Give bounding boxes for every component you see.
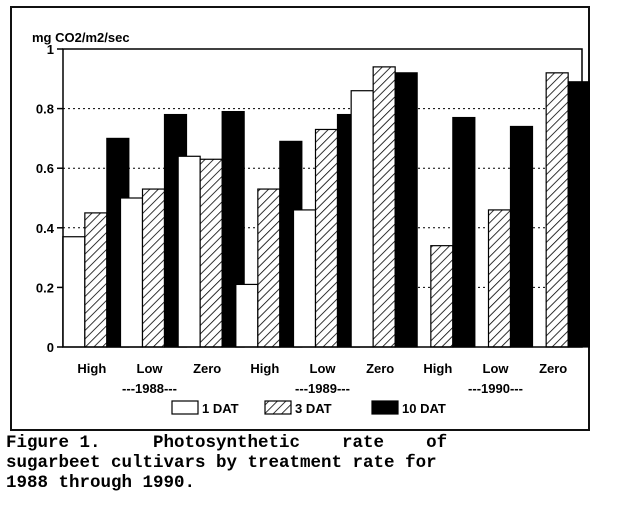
x-category-label: Zero xyxy=(366,361,394,376)
legend-swatch xyxy=(371,400,399,415)
bar-10-dat xyxy=(394,72,418,348)
bar-3-dat xyxy=(487,209,512,348)
bar-1-dat xyxy=(235,283,259,348)
x-category-label: Low xyxy=(483,361,510,376)
year-group-label: ---1990--- xyxy=(468,381,523,396)
y-tick-label: 0.6 xyxy=(36,161,54,176)
bar-3-dat xyxy=(199,158,223,348)
legend-swatch xyxy=(264,400,292,415)
legend-label: 1 DAT xyxy=(202,401,239,416)
figure-caption: Figure 1. Photosynthetic rate of sugarbe… xyxy=(6,433,606,493)
bar-1-dat xyxy=(292,209,317,348)
legend-swatch xyxy=(171,400,199,415)
bar-3-dat xyxy=(430,245,454,348)
y-tick-label: 0.2 xyxy=(36,280,54,295)
caption-line-3: 1988 through 1990. xyxy=(6,473,196,493)
bar-3-dat xyxy=(372,66,396,348)
y-tick-label: 0.8 xyxy=(36,102,54,117)
bar-1-dat xyxy=(350,90,374,348)
bar-3-dat xyxy=(545,72,569,348)
x-category-label: Zero xyxy=(539,361,567,376)
bar-1-dat xyxy=(62,236,86,348)
x-category-label: High xyxy=(423,361,452,376)
year-group-label: ---1989--- xyxy=(295,381,350,396)
plot-area-frame xyxy=(62,48,583,348)
y-tick-label: 0 xyxy=(47,340,54,355)
bar-1-dat xyxy=(119,197,144,348)
y-tick-label: 0.4 xyxy=(36,221,55,236)
bar-3-dat xyxy=(141,188,166,348)
bar-1-dat xyxy=(177,155,201,348)
year-group-label: ---1988--- xyxy=(122,381,177,396)
bar-3-dat xyxy=(314,128,339,348)
x-category-label: Low xyxy=(137,361,164,376)
x-category-label: High xyxy=(250,361,279,376)
y-tick-label: 1 xyxy=(47,42,54,57)
bar-10-dat xyxy=(509,125,534,348)
bar-10-dat xyxy=(567,81,590,348)
x-category-label: Low xyxy=(310,361,337,376)
x-category-label: Zero xyxy=(193,361,221,376)
x-category-label: High xyxy=(77,361,106,376)
bar-3-dat xyxy=(257,188,281,348)
legend-label: 3 DAT xyxy=(295,401,332,416)
bar-10-dat xyxy=(452,116,476,348)
bar-3-dat xyxy=(84,212,108,348)
caption-line-1: Figure 1. Photosynthetic rate of xyxy=(6,433,448,453)
y-axis-label: mg CO2/m2/sec xyxy=(32,30,130,45)
bar-chart: mg CO2/m2/sec 0 0.2 0.4 0.6 0.8 1 High Low Zero H… xyxy=(32,30,590,416)
legend-label: 10 DAT xyxy=(402,401,446,416)
caption-line-2: sugarbeet cultivars by treatment rate fo… xyxy=(6,453,437,473)
